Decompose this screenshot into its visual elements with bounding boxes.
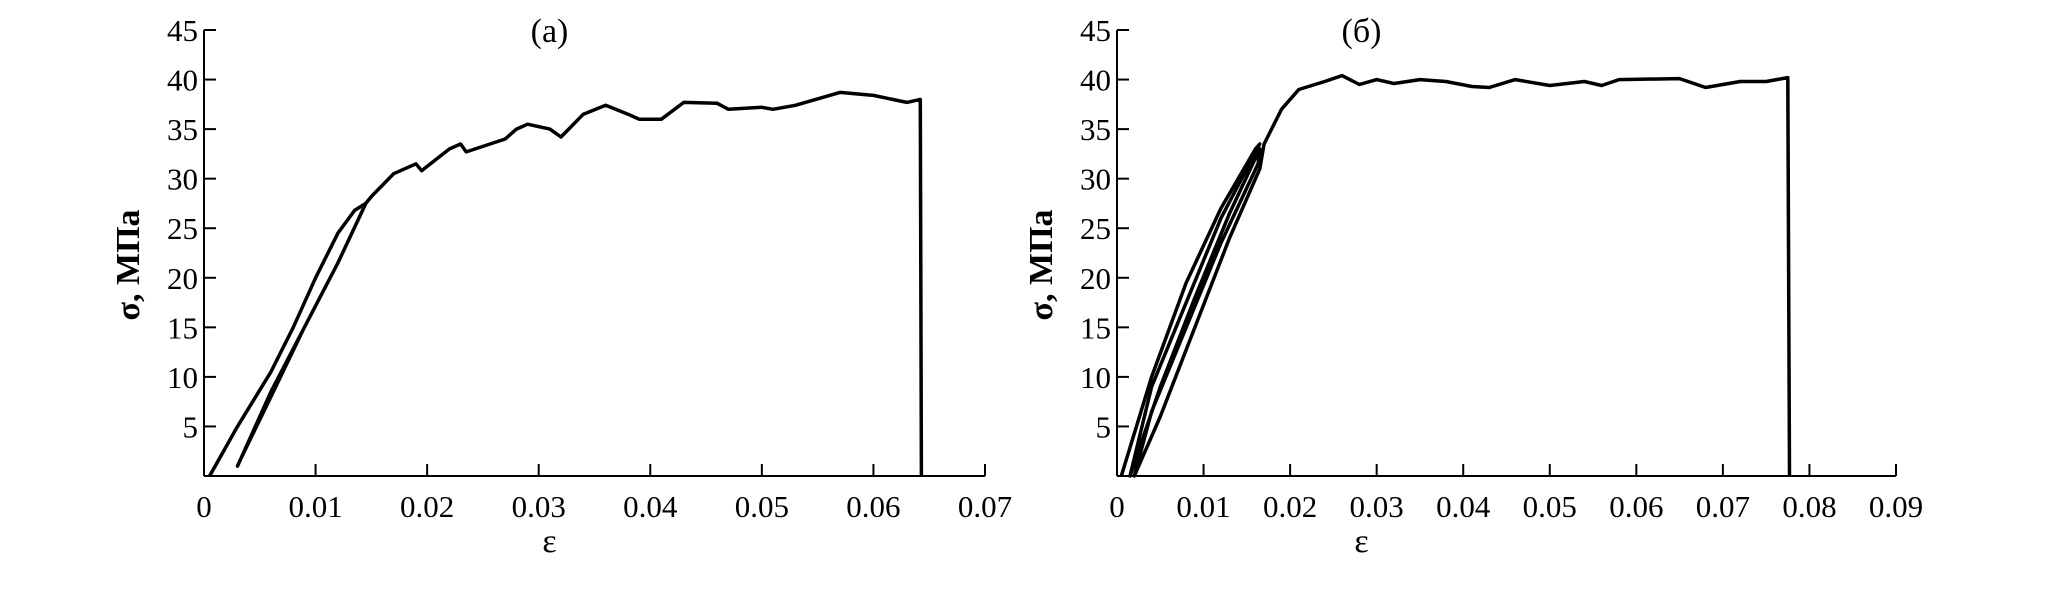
y-tick-label: 45 bbox=[1080, 13, 1111, 48]
x-tick-label: 0.07 bbox=[958, 489, 1012, 524]
y-tick-label: 20 bbox=[1080, 261, 1111, 296]
y-tick-label: 25 bbox=[1080, 211, 1111, 246]
x-tick-label: 0.07 bbox=[1696, 489, 1750, 524]
y-tick-label: 10 bbox=[1080, 360, 1111, 395]
y-tick-label: 35 bbox=[1080, 112, 1111, 147]
x-tick-label: 0.08 bbox=[1782, 489, 1836, 524]
series-line-0 bbox=[208, 90, 924, 477]
x-tick-label: 0 bbox=[196, 489, 212, 524]
x-tick-label: 0.06 bbox=[846, 489, 900, 524]
y-tick-label: 25 bbox=[167, 211, 198, 246]
y-axis-label: σ, МПа bbox=[110, 209, 147, 320]
x-tick-label: 0.05 bbox=[1523, 489, 1577, 524]
x-axis-label: ε bbox=[542, 523, 556, 560]
chart-title: (б) bbox=[1342, 13, 1382, 50]
chart-panel-1: 0 0.01 0.02 0.03 0.04 0.05 0.06 0.07 0.08 0.09 5 10… bbox=[1023, 13, 1923, 560]
y-tick-label: 40 bbox=[167, 63, 198, 98]
y-tick-label: 15 bbox=[167, 310, 198, 345]
x-tick-label: 0.01 bbox=[1176, 489, 1230, 524]
y-tick-label: 20 bbox=[167, 261, 198, 296]
x-tick-label: 0.03 bbox=[1350, 489, 1404, 524]
y-tick-label: 10 bbox=[167, 360, 198, 395]
y-axis-label: σ, МПа bbox=[1023, 209, 1060, 320]
x-tick-label: 0.04 bbox=[1436, 489, 1491, 524]
x-tick-label: 0.06 bbox=[1609, 489, 1663, 524]
y-tick-label: 30 bbox=[1080, 162, 1111, 197]
y-tick-label: 15 bbox=[1080, 310, 1111, 345]
x-tick-label: 0.09 bbox=[1869, 489, 1923, 524]
y-tick-label: 35 bbox=[167, 112, 198, 147]
y-tick-label: 5 bbox=[183, 409, 199, 444]
chart-title: (a) bbox=[531, 13, 569, 50]
x-tick-label: 0.01 bbox=[288, 489, 342, 524]
y-tick-label: 40 bbox=[1080, 63, 1111, 98]
x-axis-label: ε bbox=[1354, 523, 1368, 560]
x-tick-label: 0.04 bbox=[623, 489, 678, 524]
x-tick-label: 0.05 bbox=[735, 489, 789, 524]
y-tick-label: 5 bbox=[1096, 409, 1112, 444]
x-tick-label: 0.03 bbox=[512, 489, 566, 524]
x-tick-label: 0 bbox=[1109, 489, 1125, 524]
y-tick-label: 45 bbox=[167, 13, 198, 48]
y-tick-label: 30 bbox=[167, 162, 198, 197]
chart-panel-0: 0 0.01 0.02 0.03 0.04 0.05 0.06 0.07 5 10 15 20 25 30… bbox=[110, 13, 1012, 560]
x-tick-label: 0.02 bbox=[400, 489, 454, 524]
series-line-0 bbox=[1119, 73, 1792, 478]
x-tick-label: 0.02 bbox=[1263, 489, 1317, 524]
